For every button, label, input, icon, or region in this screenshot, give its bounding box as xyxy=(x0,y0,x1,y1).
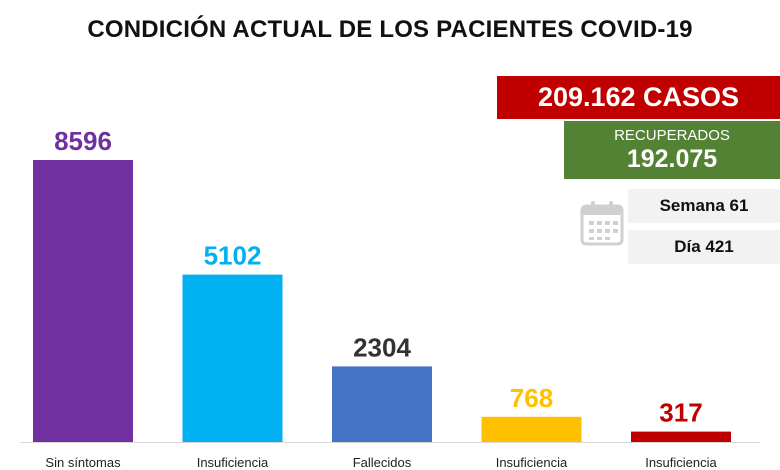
data-label-5: 317 xyxy=(659,398,702,428)
bar-2 xyxy=(182,274,283,442)
calendar-icon xyxy=(580,201,624,246)
bar-3 xyxy=(332,366,432,442)
category-label-5: Insuficiencia xyxy=(645,455,717,470)
category-label-1: Sin síntomas xyxy=(45,455,121,470)
recovered-value: 192.075 xyxy=(626,144,718,173)
category-label-2: Insuficiencia xyxy=(197,455,269,470)
data-label-1: 8596 xyxy=(54,126,112,156)
data-label-3: 2304 xyxy=(353,332,411,362)
bar-5 xyxy=(631,431,731,442)
day-badge: Día 421 xyxy=(628,230,780,264)
category-label-4: Insuficiencia xyxy=(496,455,568,470)
recovered-label: RECUPERADOS xyxy=(614,127,730,144)
chart-title: CONDICIÓN ACTUAL DE LOS PACIENTES COVID-… xyxy=(87,16,693,43)
total-cases-badge: 209.162 CASOS xyxy=(497,76,780,119)
bar-4 xyxy=(481,416,582,442)
data-label-2: 5102 xyxy=(204,241,262,271)
week-badge: Semana 61 xyxy=(628,189,780,223)
data-label-4: 768 xyxy=(510,383,553,413)
recovered-badge: RECUPERADOS 192.075 xyxy=(564,121,780,179)
bar-1 xyxy=(33,160,133,442)
category-label-3: Fallecidos xyxy=(353,455,412,470)
